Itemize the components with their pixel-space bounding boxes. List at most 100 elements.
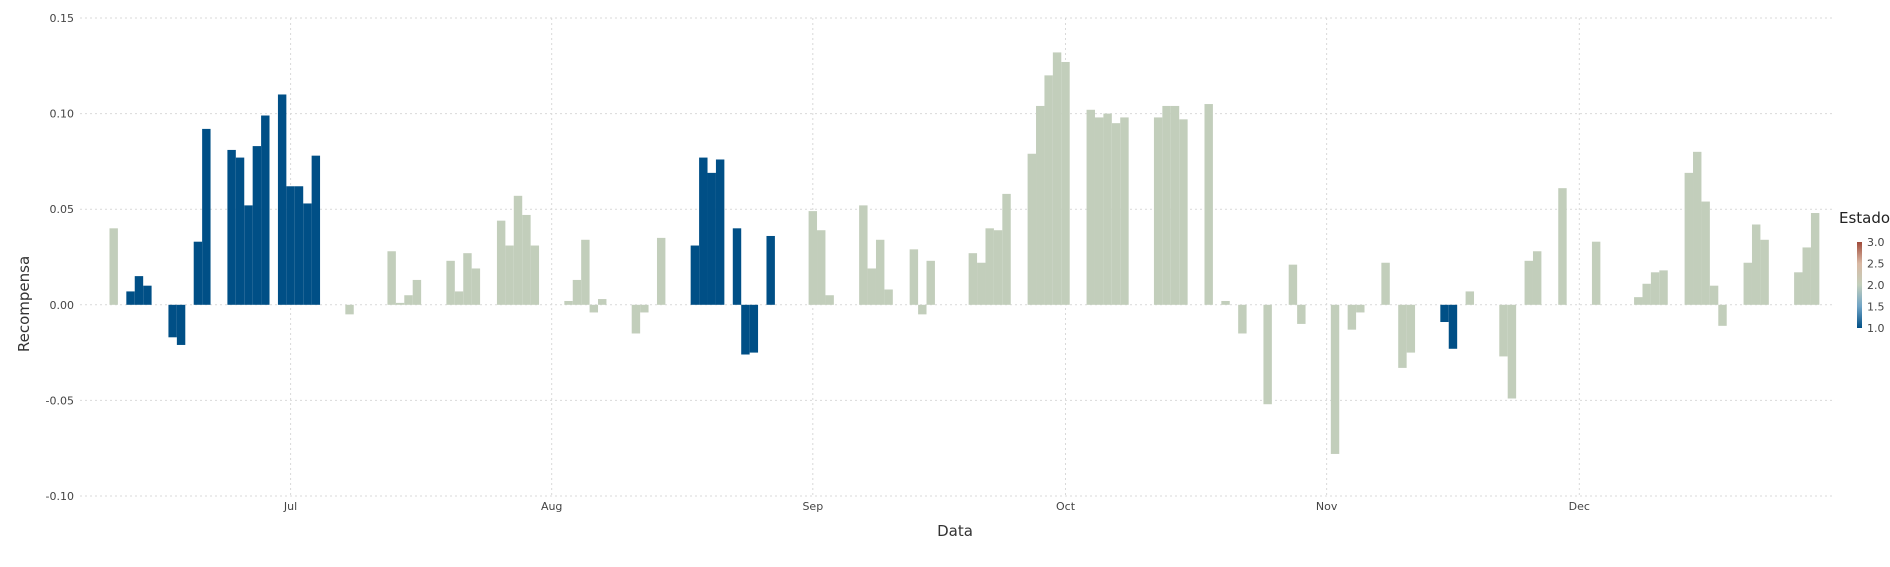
bar (1659, 270, 1668, 305)
bar (1709, 285, 1719, 305)
bar (1027, 153, 1037, 305)
bar (598, 299, 607, 305)
bar (1684, 172, 1694, 305)
bar (530, 245, 540, 305)
bar (1642, 283, 1651, 305)
bar (505, 245, 514, 305)
bar (1532, 251, 1542, 305)
bar (825, 295, 834, 305)
bar (471, 268, 481, 305)
y-tick-label: -0.05 (46, 394, 74, 407)
bar (395, 302, 405, 305)
bar (463, 253, 472, 305)
bar (640, 304, 649, 313)
bar (387, 251, 396, 305)
bar (1204, 104, 1213, 305)
bar (513, 195, 523, 305)
bar (985, 228, 994, 305)
y-tick-label: 0.05 (50, 203, 75, 216)
bar (817, 230, 826, 305)
bar (176, 304, 186, 345)
bar (1440, 304, 1449, 323)
bar (1693, 151, 1702, 305)
bar (572, 279, 582, 305)
bar (1179, 119, 1188, 305)
bar (1634, 297, 1643, 305)
bar (631, 304, 641, 334)
bar (1061, 61, 1070, 305)
bar (1701, 201, 1710, 305)
bar (993, 230, 1003, 305)
bar (1356, 304, 1365, 313)
bar (294, 186, 304, 305)
bar (808, 211, 818, 305)
bar (715, 159, 725, 305)
bar (749, 304, 759, 353)
legend-colorbar (1857, 242, 1862, 328)
bar (875, 239, 885, 305)
bar (1330, 304, 1340, 454)
bar (1743, 262, 1752, 305)
bar (859, 205, 868, 305)
legend-tick-label: 2.0 (1867, 279, 1885, 292)
bar (446, 260, 455, 305)
bar (766, 235, 775, 305)
legend-tick-label: 1.0 (1867, 322, 1885, 335)
bar (884, 289, 893, 305)
legend-tick-label: 1.5 (1867, 301, 1885, 314)
y-tick-label: -0.10 (46, 490, 74, 503)
bar (261, 115, 270, 305)
bar (168, 304, 177, 338)
bar (227, 149, 236, 305)
bar (1238, 304, 1247, 334)
bar (707, 172, 716, 305)
y-axis-ticks: -0.10 -0.05 0.00 0.05 0.10 0.15 (46, 12, 74, 503)
bar (690, 245, 700, 305)
bar (1120, 117, 1129, 305)
bar (412, 279, 422, 305)
bar (1153, 117, 1163, 305)
bar (202, 128, 211, 305)
y-tick-label: 0.15 (50, 12, 75, 25)
x-tick-label: Aug (541, 500, 562, 513)
bar (1650, 272, 1660, 305)
bar (581, 239, 590, 305)
bar (926, 260, 935, 305)
bar (1524, 260, 1533, 305)
gridlines (80, 17, 1832, 497)
bar (1760, 239, 1769, 305)
bar (1591, 241, 1601, 305)
bar (732, 228, 742, 305)
bar (277, 94, 287, 305)
bar (1507, 304, 1517, 399)
bar (1094, 117, 1104, 305)
x-tick-label: Sep (802, 500, 823, 513)
y-axis-title: Recompensa (15, 256, 33, 352)
bar (1406, 304, 1416, 353)
bar (109, 228, 118, 305)
x-tick-label: Dec (1569, 500, 1590, 513)
x-tick-label: Jul (283, 500, 297, 513)
bars (109, 52, 1820, 454)
bar (1558, 188, 1567, 305)
bar (741, 304, 750, 355)
bar (1810, 213, 1820, 305)
bar (134, 276, 144, 305)
bar (1044, 75, 1053, 305)
bar (1036, 105, 1045, 305)
bar (252, 146, 262, 305)
bar (522, 214, 531, 305)
bar (968, 253, 978, 305)
bar (193, 241, 203, 305)
bar (404, 295, 413, 305)
bar (1170, 105, 1180, 305)
bar (496, 220, 506, 305)
legend-title: Estado (1839, 209, 1890, 227)
bar (1718, 304, 1727, 326)
bar (1103, 113, 1112, 305)
bar (1002, 193, 1011, 305)
bar (1398, 304, 1407, 368)
legend: Estado 1.0 1.5 2.0 2.5 3.0 (1839, 209, 1890, 335)
bar (1052, 52, 1062, 305)
bar (311, 155, 321, 305)
